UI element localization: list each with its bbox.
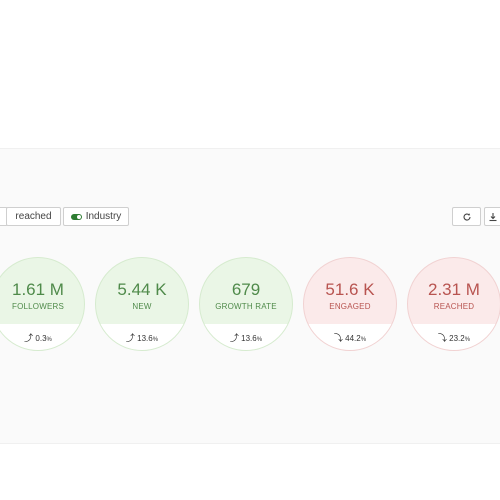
metric-change: ⤴ 13.6% — [96, 331, 188, 344]
arrow-down-icon: ⤵ — [333, 333, 343, 343]
change-unit: % — [152, 337, 159, 343]
toggle-icon — [70, 213, 82, 220]
metric-value: 679 — [231, 280, 261, 299]
metric-value: 2.31 M — [428, 280, 480, 299]
metric-label: GROWTH RATE — [215, 302, 277, 311]
industry-toggle-button[interactable]: Industry — [63, 207, 129, 226]
metric-reached[interactable]: 2.31 M REACHED ⤵ 23.2% — [407, 257, 500, 351]
arrow-up-icon: ⤴ — [24, 333, 34, 343]
metric-change: ⤴ 0.3% — [0, 331, 84, 344]
metric-followers[interactable]: 1.61 M FOLLOWERS ⤴ 0.3% — [0, 257, 85, 351]
metric-engaged[interactable]: 51.6 K ENGAGED ⤵ 44.2% — [303, 257, 397, 351]
change-value: 0.3 — [35, 334, 47, 343]
refresh-icon — [462, 212, 471, 221]
change-value: 44.2 — [345, 334, 361, 343]
download-icon — [489, 212, 497, 221]
metric-change: ⤵ 44.2% — [304, 331, 396, 344]
reached-label: reached — [15, 211, 52, 222]
metric-value: 1.61 M — [12, 280, 64, 299]
change-unit: % — [464, 337, 471, 343]
metric-change: ⤴ 13.6% — [200, 331, 292, 344]
reached-button[interactable]: reached — [6, 207, 61, 226]
metric-footer — [0, 324, 84, 350]
metric-footer — [96, 324, 188, 350]
metric-label: NEW — [132, 302, 152, 311]
metric-value: 5.44 K — [117, 280, 167, 299]
change-value: 13.6 — [241, 334, 257, 343]
industry-label: Industry — [85, 211, 122, 222]
metric-growth-rate[interactable]: 679 GROWTH RATE ⤴ 13.6% — [199, 257, 293, 351]
metric-footer — [408, 324, 500, 350]
download-button[interactable] — [484, 207, 500, 226]
change-unit: % — [360, 337, 367, 343]
change-value: 13.6 — [137, 334, 153, 343]
change-unit: % — [46, 337, 52, 343]
metric-label: ENGAGED — [329, 302, 371, 311]
change-unit: % — [256, 337, 263, 343]
metric-value: 51.6 K — [325, 280, 375, 299]
change-value: 23.2 — [449, 334, 465, 343]
metric-new[interactable]: 5.44 K NEW ⤴ 13.6% — [95, 257, 189, 351]
refresh-button[interactable] — [452, 207, 481, 226]
arrow-down-icon: ⤵ — [437, 333, 447, 343]
metric-footer — [200, 324, 292, 350]
arrow-up-icon: ⤴ — [229, 333, 239, 343]
arrow-up-icon: ⤴ — [125, 333, 135, 343]
metric-change: ⤵ 23.2% — [408, 331, 500, 344]
metric-label: FOLLOWERS — [11, 302, 65, 311]
metric-label: REACHED — [433, 302, 475, 311]
metric-footer — [304, 324, 396, 350]
